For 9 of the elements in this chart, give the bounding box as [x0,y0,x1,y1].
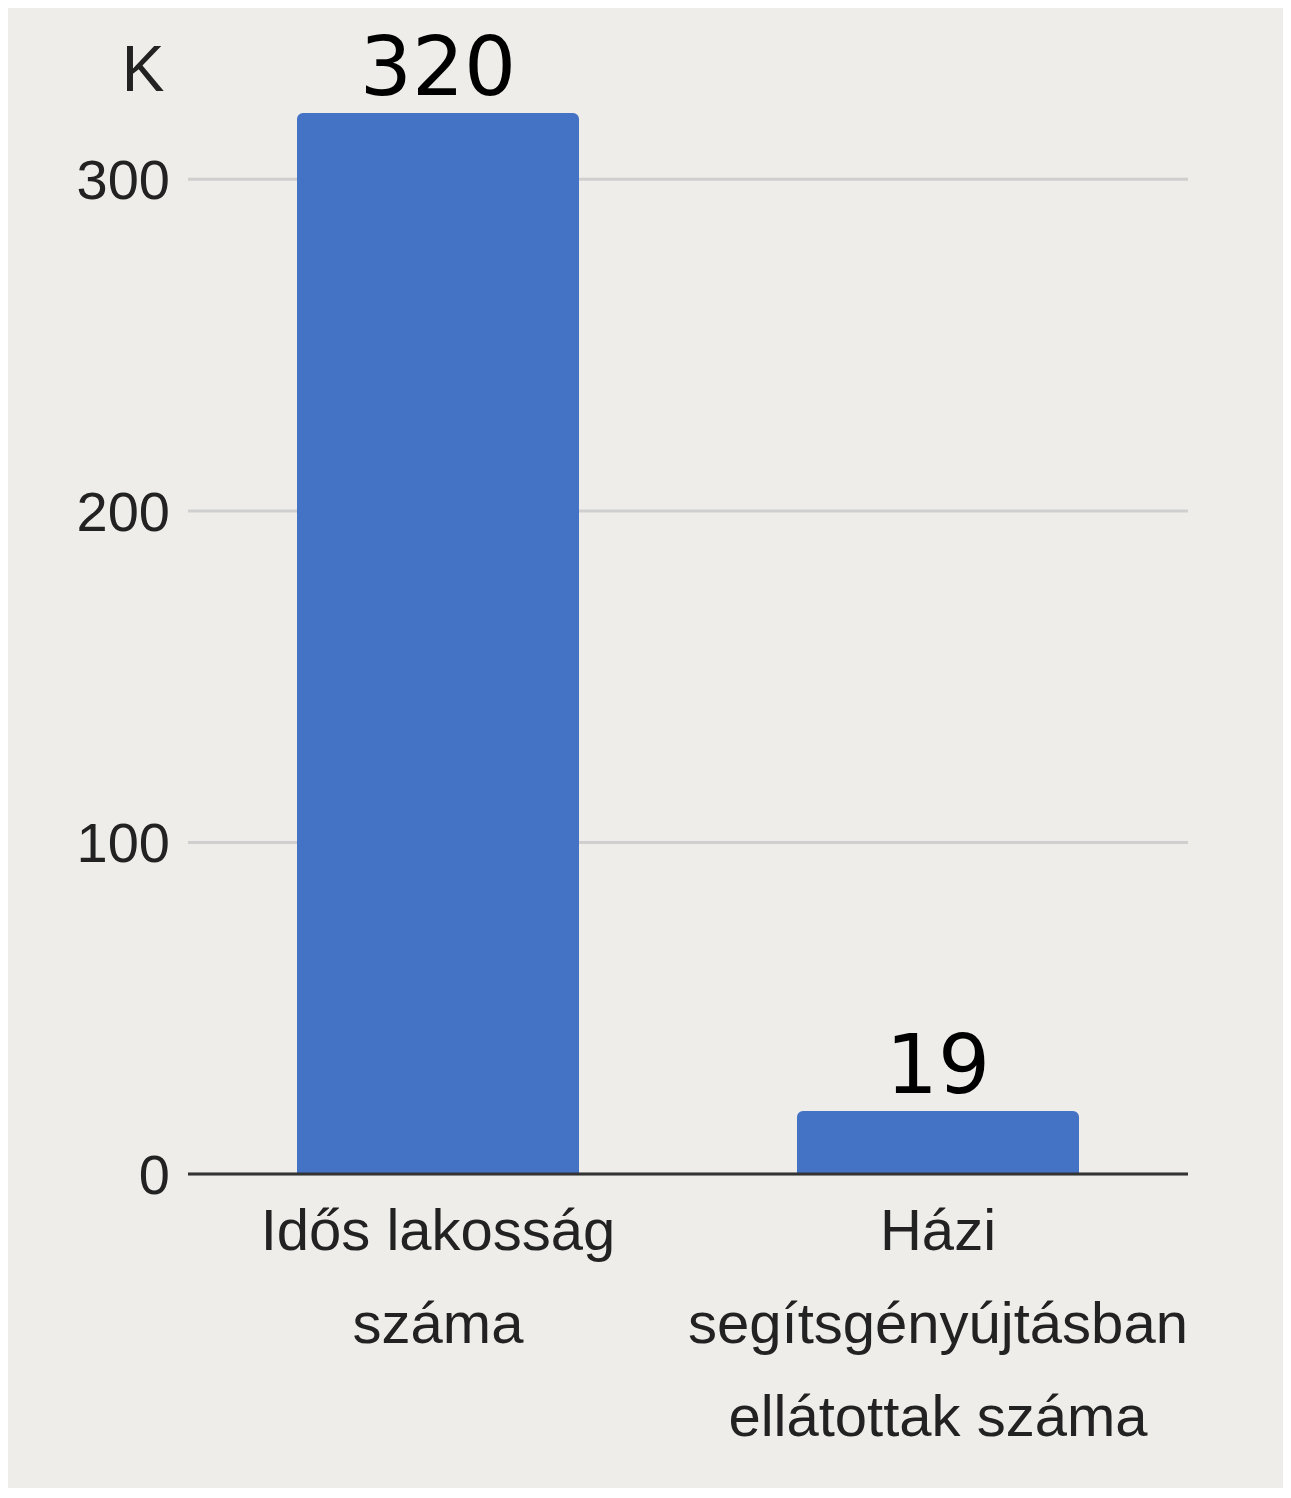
y-tick-label: 100 [76,811,170,875]
y-tick-label: 0 [138,1142,170,1206]
data-label: 320 [359,19,517,114]
y-tick-label: 300 [76,148,170,212]
x-tick-label: Házi segítsgényújtásban ellátottak száma [688,1197,1188,1448]
data-label: 19 [885,1017,991,1112]
y-tick-label: 200 [76,479,170,543]
y-axis-title: K [121,33,165,105]
x-tick-label: Idős lakosság száma [260,1197,616,1355]
